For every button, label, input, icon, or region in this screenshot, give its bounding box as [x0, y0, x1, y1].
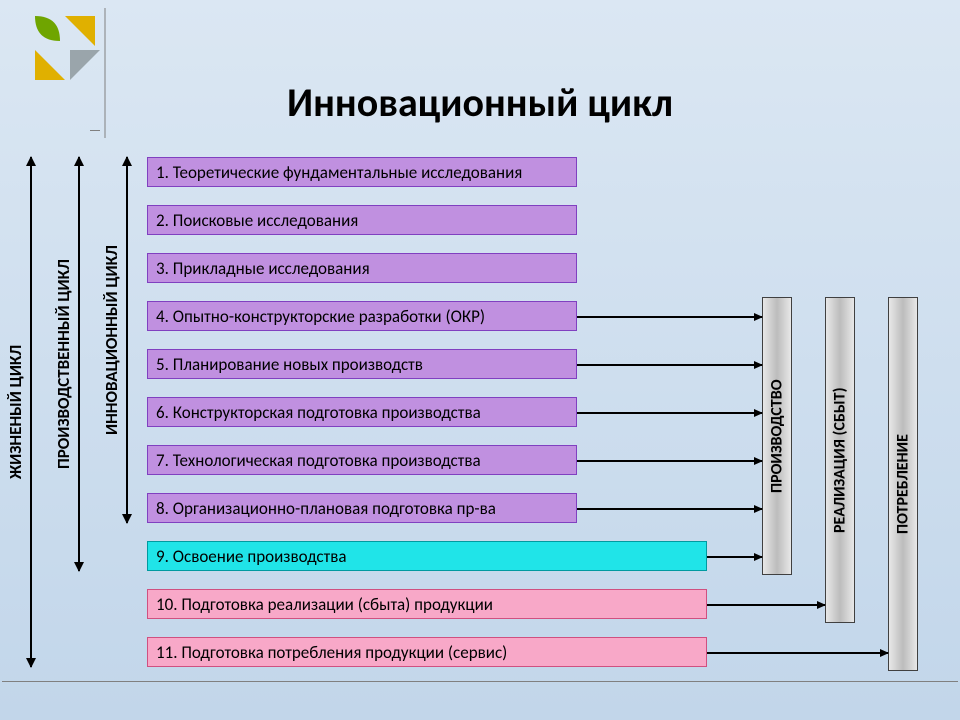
- stage-bar: 11. Подготовка потребления продукции (се…: [147, 637, 707, 667]
- stage-bar: 5. Планирование новых производств: [147, 349, 577, 379]
- arrow: [577, 412, 762, 414]
- stage-bar: 10. Подготовка реализации (сбыта) продук…: [147, 589, 707, 619]
- arrow: [577, 316, 762, 318]
- arrow: [707, 556, 762, 558]
- divider-line: [90, 130, 100, 131]
- cycle-bracket: [78, 157, 80, 571]
- stage-bar: 1. Теоретические фундаментальные исследо…: [147, 157, 577, 187]
- target-label: ПРОИЗВОДСТВО: [762, 297, 792, 575]
- target-label: ПОТРЕБЛЕНИЕ: [888, 297, 918, 671]
- stage-bar: 6. Конструкторская подготовка производст…: [147, 397, 577, 427]
- stage-bar: 8. Организационно-плановая подготовка пр…: [147, 493, 577, 523]
- stage-bar: 7. Технологическая подготовка производст…: [147, 445, 577, 475]
- stage-bar: 9. Освоение производства: [147, 541, 707, 571]
- arrow: [577, 460, 762, 462]
- arrow: [577, 364, 762, 366]
- stage-bar: 4. Опытно-конструкторские разработки (ОК…: [147, 301, 577, 331]
- arrow: [577, 508, 762, 510]
- arrow: [707, 604, 825, 606]
- cycle-bracket: [30, 157, 32, 667]
- arrow: [707, 652, 888, 654]
- cycle-label: ИННОВАЦИОННЫЙ ЦИКЛ: [101, 157, 123, 523]
- cycle-label: ЖИЗНЕНЫЙ ЦИКЛ: [5, 157, 27, 667]
- stage-bar: 2. Поисковые исследования: [147, 205, 577, 235]
- divider-line: [2, 681, 958, 682]
- target-label: РЕАЛИЗАЦИЯ (СБЫТ): [825, 297, 855, 623]
- page-title: Инновационный цикл: [0, 78, 960, 127]
- cycle-bracket: [126, 157, 128, 523]
- cycle-label: ПРОИЗВОДСТВЕННЫЙ ЦИКЛ: [53, 157, 75, 571]
- stage-bar: 3. Прикладные исследования: [147, 253, 577, 283]
